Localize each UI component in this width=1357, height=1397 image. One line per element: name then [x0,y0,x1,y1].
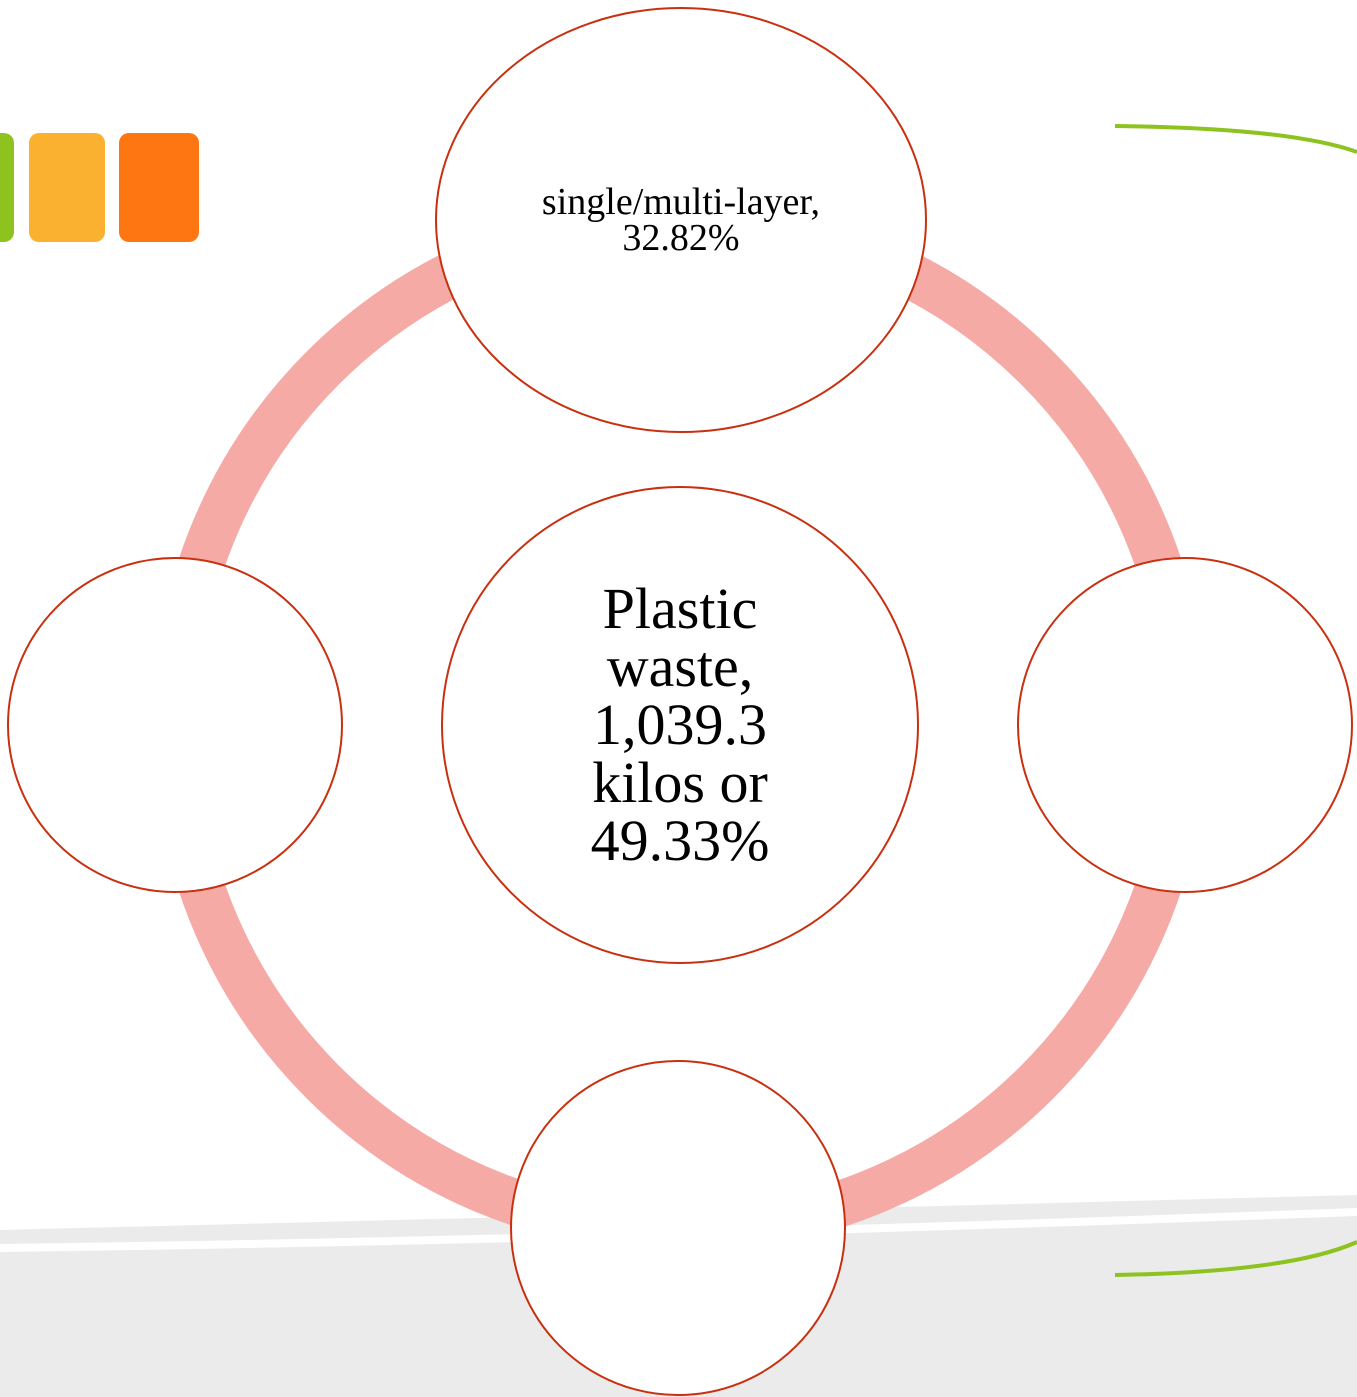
left-node [7,557,343,893]
center-label: Plastic waste, 1,039.3 kilos or 49.33% [590,576,770,873]
deco-curve [1114,124,1357,154]
top-node [435,7,927,433]
bottom-node [510,1060,846,1396]
center-node [441,486,919,964]
right-node [1017,557,1353,893]
top-label: single/multi-layer, 32.82% [541,180,821,259]
deco-square [0,133,14,242]
deco-square [119,133,199,242]
deco-curve [1114,1240,1357,1277]
deco-square [29,133,105,242]
